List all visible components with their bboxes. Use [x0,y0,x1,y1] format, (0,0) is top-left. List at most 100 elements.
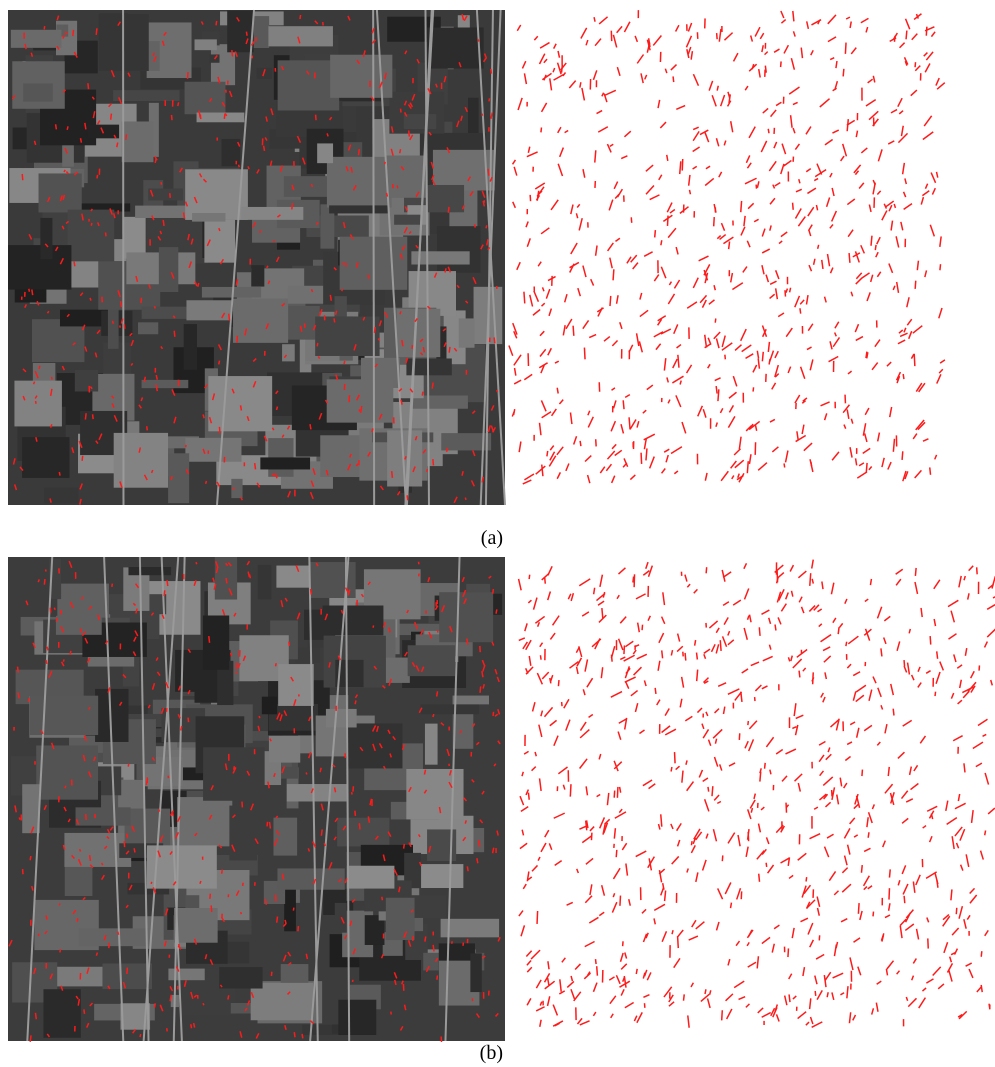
displacement-vector [749,721,757,729]
displacement-vector [828,748,830,753]
displacement-vector [691,845,695,853]
displacement-vector [825,672,826,679]
displacement-vector [588,411,590,415]
displacement-vector [848,845,850,855]
displacement-vector [749,454,751,464]
displacement-vector [704,649,710,653]
overlay-vector [191,1024,192,1028]
displacement-vector [532,767,536,771]
overlay-vector [67,126,68,130]
overlay-vector [117,142,118,147]
image-block [159,247,178,292]
vector-field-b [519,560,995,1028]
displacement-vector [770,198,775,204]
displacement-vector [809,230,811,236]
displacement-vector [586,786,587,795]
displacement-vector [811,1017,813,1024]
image-block [421,704,480,714]
displacement-vector [792,928,794,938]
displacement-vector [551,200,558,210]
image-block [39,173,82,212]
displacement-vector [544,707,552,716]
overlay-vector [39,366,40,369]
displacement-vector [766,863,767,867]
overlay-vector [73,30,74,36]
displacement-vector [813,672,814,684]
displacement-vector [900,919,906,926]
displacement-vector [906,997,907,1001]
displacement-vector [528,600,531,603]
displacement-vector [801,607,803,613]
displacement-vector [758,463,767,471]
displacement-vector [807,188,815,193]
displacement-vector [747,942,749,945]
displacement-vector [884,616,890,620]
displacement-vector [610,144,613,146]
overlay-vector [19,817,20,819]
overlay-vector [84,1009,85,1014]
displacement-vector [797,431,798,439]
displacement-vector [757,351,758,359]
displacement-vector [759,824,761,833]
displacement-vector [871,275,873,282]
displacement-vector [715,739,716,744]
image-block [327,157,392,208]
displacement-vector [672,856,679,864]
overlay-vector [25,44,26,49]
displacement-vector [515,368,516,376]
displacement-vector [889,205,892,211]
displacement-vector [827,834,834,838]
displacement-vector [806,169,810,172]
displacement-vector [903,884,908,894]
displacement-vector [776,749,783,753]
overlay-vector [389,627,390,632]
displacement-vector [751,662,759,666]
displacement-vector [882,458,884,467]
displacement-vector [739,997,746,1000]
displacement-vector [798,217,805,227]
overlay-vector [321,829,322,835]
displacement-vector [917,261,918,271]
displacement-vector [906,799,913,802]
displacement-vector [715,319,716,323]
displacement-vector [762,686,768,689]
displacement-vector [728,416,735,427]
displacement-vector [756,425,757,431]
displacement-vector [851,48,856,54]
displacement-vector [965,648,966,656]
displacement-vector [641,453,642,464]
displacement-vector [897,971,900,974]
overlay-vector [433,459,434,465]
displacement-vector [824,975,826,987]
displacement-vector [665,69,666,73]
displacement-vector [633,263,638,269]
displacement-vector [620,617,626,624]
displacement-vector [579,218,582,230]
displacement-vector [951,611,954,623]
image-block [142,380,189,388]
displacement-vector [812,579,813,584]
displacement-vector [553,1021,563,1026]
displacement-vector [859,183,864,189]
displacement-vector [706,834,708,839]
overlay-vector [353,786,354,791]
displacement-vector [615,812,626,818]
displacement-vector [746,1004,750,1008]
displacement-vector [939,308,942,318]
displacement-vector [889,264,893,273]
displacement-vector [517,25,520,31]
displacement-vector [909,331,912,339]
overlay-vector [465,820,466,823]
displacement-vector [864,725,872,730]
displacement-vector [810,998,811,1009]
displacement-vector [593,983,597,992]
displacement-vector [581,28,587,39]
displacement-vector [762,265,764,274]
displacement-vector [654,918,655,924]
displacement-vector [623,400,624,409]
displacement-vector [776,102,781,105]
overlay-vector [111,114,112,120]
image-block [135,206,190,218]
overlay-vector [121,301,122,307]
figure: (a) (b) [0,0,995,1067]
